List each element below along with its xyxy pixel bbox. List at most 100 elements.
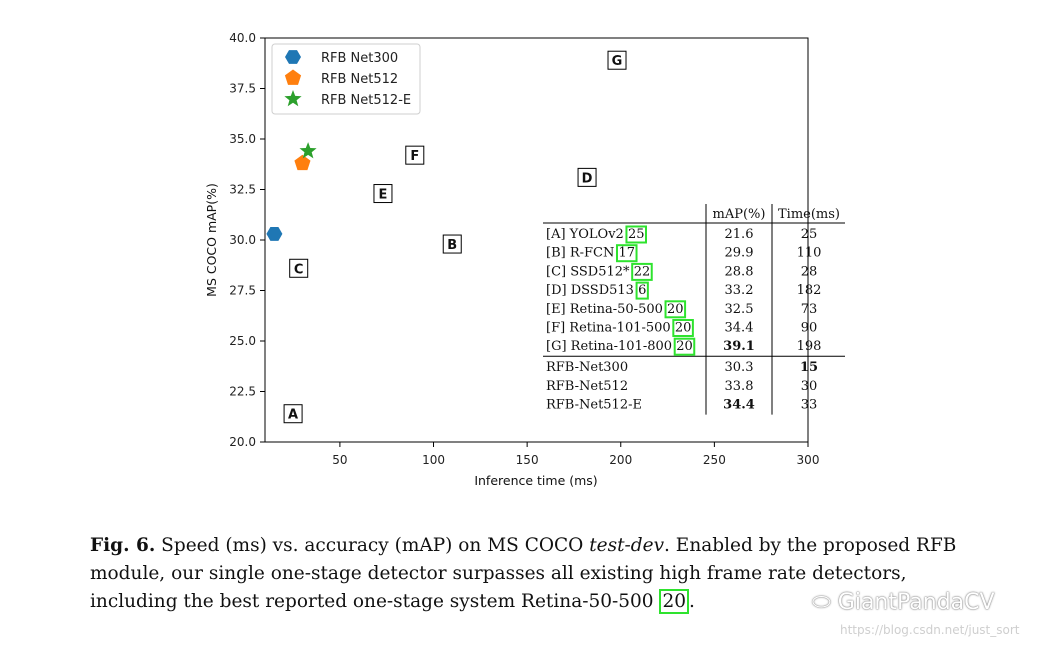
legend-label: RFB Net300 xyxy=(321,51,398,66)
table-header-time: Time(ms) xyxy=(778,207,840,222)
letter-point-label: C xyxy=(294,262,304,277)
table-ref-box xyxy=(673,337,696,356)
table-ref[interactable]: 22 xyxy=(634,264,651,279)
caption-ref[interactable]: 20 xyxy=(659,589,689,614)
x-axis-title: Inference time (ms) xyxy=(474,473,597,488)
table-time-value: 15 xyxy=(800,360,818,375)
watermark-brand-text: GiantPandaCV xyxy=(837,590,995,615)
caption-label: Fig. 6. xyxy=(90,535,156,556)
y-tick-label: 37.5 xyxy=(229,82,256,96)
table-time-value: 198 xyxy=(797,339,822,354)
table-method: [E] Retina-50-500 20 xyxy=(546,302,684,317)
table-method: [D] DSSD513 6 xyxy=(546,283,646,298)
rfb-point xyxy=(299,142,317,159)
table-time-value: 182 xyxy=(797,283,822,298)
x-tick-label: 150 xyxy=(516,453,539,467)
table-header-map: mAP(%) xyxy=(713,207,766,222)
table-map-value: 33.8 xyxy=(725,379,754,394)
legend-marker xyxy=(285,50,301,64)
table-method: RFB-Net512-E xyxy=(546,398,642,413)
rfb-point xyxy=(294,154,311,171)
y-tick-label: 20.0 xyxy=(229,435,256,449)
table-time-value: 73 xyxy=(801,302,818,317)
y-tick-label: 27.5 xyxy=(229,284,256,298)
y-tick-label: 22.5 xyxy=(229,385,256,399)
table-ref-box xyxy=(615,244,638,263)
letter-markers: A B C D E F G xyxy=(283,50,627,424)
y-tick-label: 32.5 xyxy=(229,183,256,197)
letter-point-label: E xyxy=(379,188,388,203)
table-ref[interactable]: 20 xyxy=(667,302,684,317)
legend-marker xyxy=(284,90,302,107)
table-ref[interactable]: 20 xyxy=(676,339,693,354)
x-tick-label: 250 xyxy=(703,453,726,467)
table-method: [F] Retina-101-500 20 xyxy=(546,321,691,336)
letter-point-box xyxy=(607,50,627,70)
y-tick-label: 35.0 xyxy=(229,132,256,146)
table-ref[interactable]: 20 xyxy=(675,321,692,336)
caption-text-1: Speed (ms) vs. accuracy (mAP) on MS COCO xyxy=(155,535,590,556)
letter-point-box xyxy=(577,167,597,187)
table-map-value: 30.3 xyxy=(725,360,754,375)
table-map-value: 34.4 xyxy=(725,321,754,336)
watermark-url: https://blog.csdn.net/just_sort xyxy=(840,623,1020,637)
results-table: mAP(%) Time(ms) [A] YOLOv2 25 21.6 25 [B] R-F… xyxy=(543,204,845,415)
legend-box xyxy=(271,43,421,115)
letter-point-box xyxy=(289,258,309,278)
watermark-icon: ⬭ xyxy=(812,590,838,615)
table-time-value: 25 xyxy=(801,227,818,242)
legend-label: RFB Net512 xyxy=(321,72,398,87)
table-map-value: 32.5 xyxy=(725,302,754,317)
table-time-value: 30 xyxy=(801,379,818,394)
caption-italic: test-dev xyxy=(589,535,665,556)
letter-point-box xyxy=(373,184,393,204)
table-ref-box xyxy=(635,281,649,300)
table-map-value: 34.4 xyxy=(723,398,755,413)
axis-ticks: 50 100 150 200 250 300 20.0 22.5 25.0 27.5 30.0 32.… xyxy=(229,31,819,467)
table-ref-box xyxy=(664,300,687,319)
table-map-value: 39.1 xyxy=(723,339,755,354)
letter-point-label: D xyxy=(582,171,593,186)
table-map-value: 21.6 xyxy=(725,227,754,242)
speed-accuracy-chart: 50 100 150 200 250 300 20.0 22.5 25.0 27.5 30.0 32.… xyxy=(204,31,845,488)
rfb-point xyxy=(266,227,283,241)
table-ref-box xyxy=(631,262,653,281)
table-ref-box xyxy=(672,319,694,337)
y-tick-label: 30.0 xyxy=(229,233,256,247)
letter-point-box xyxy=(283,404,303,424)
watermark-brand: ⬭ GiantPandaCV xyxy=(812,590,995,615)
legend-label: RFB Net512-E xyxy=(321,93,411,108)
letter-point-box xyxy=(442,234,462,254)
table-method: [B] R-FCN 17 xyxy=(546,246,635,261)
letter-point-label: G xyxy=(612,54,623,69)
table-method: [C] SSD512* 22 xyxy=(546,264,650,279)
table-map-value: 28.8 xyxy=(725,264,754,279)
table-method: [G] Retina-101-800 20 xyxy=(546,339,693,354)
table-time-value: 90 xyxy=(801,321,818,336)
table-method: RFB-Net300 xyxy=(546,360,628,375)
caption-text-2: . Enabled by the proposed RFB module, ou… xyxy=(90,535,957,612)
y-tick-label: 40.0 xyxy=(229,31,256,45)
table-time-value: 33 xyxy=(801,398,818,413)
figure-caption: Fig. 6. Speed (ms) vs. accuracy (mAP) on… xyxy=(90,532,970,616)
letter-point-box xyxy=(405,145,425,165)
table-time-value: 110 xyxy=(797,246,822,261)
table-ref-box xyxy=(625,225,647,244)
x-tick-label: 200 xyxy=(609,453,632,467)
caption-text-3: . xyxy=(689,591,695,612)
y-axis-title: MS COCO mAP(%) xyxy=(204,183,219,297)
legend-marker xyxy=(284,69,302,85)
y-tick-label: 25.0 xyxy=(229,334,256,348)
table-ref[interactable]: 17 xyxy=(618,246,635,261)
table-ref[interactable]: 25 xyxy=(628,227,645,242)
letter-point-label: A xyxy=(288,408,298,423)
table-map-value: 33.2 xyxy=(725,283,754,298)
table-method: [A] YOLOv2 25 xyxy=(546,227,645,242)
table-map-value: 29.9 xyxy=(725,246,754,261)
table-ref[interactable]: 6 xyxy=(638,283,646,298)
letter-point-label: F xyxy=(410,149,419,164)
rfb-markers xyxy=(266,142,317,241)
x-tick-label: 100 xyxy=(422,453,445,467)
table-method: RFB-Net512 xyxy=(546,379,628,394)
legend: RFB Net300 RFB Net512 RFB Net512-E xyxy=(271,43,421,115)
